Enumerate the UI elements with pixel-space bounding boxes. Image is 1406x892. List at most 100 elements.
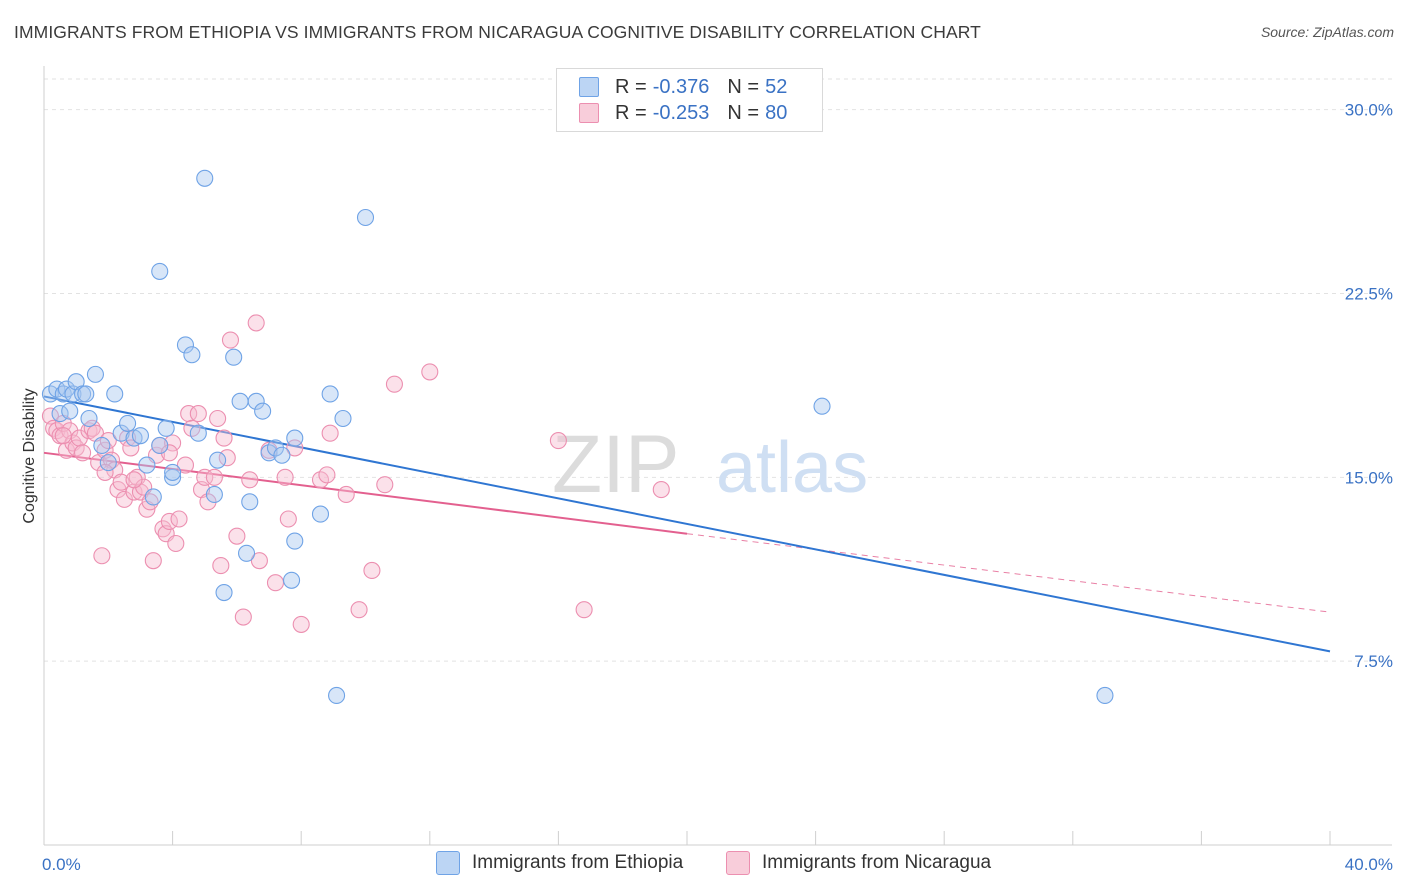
point-ethiopia (225, 348, 243, 366)
point-ethiopia (80, 409, 98, 428)
point-ethiopia (164, 468, 182, 486)
point-ethiopia (151, 436, 169, 455)
point-nicaragua (167, 534, 185, 553)
nicaragua-legend-swatch (726, 851, 750, 875)
trend-line-ethiopia (43, 395, 1331, 653)
watermark: ZIP atlas (552, 419, 868, 510)
point-nicaragua (205, 468, 223, 486)
trend-line-nicaragua (43, 451, 688, 535)
point-ethiopia (196, 169, 214, 187)
y-tick-label: 7.5% (1354, 652, 1393, 671)
point-nicaragua (218, 449, 236, 467)
source-label: Source: ZipAtlas.com (1260, 24, 1394, 40)
point-ethiopia (813, 397, 831, 415)
point-ethiopia (356, 208, 375, 227)
point-nicaragua (170, 510, 188, 528)
point-ethiopia (86, 365, 104, 383)
points-layer (41, 169, 1114, 705)
ethiopia-swatch (579, 77, 599, 97)
point-ethiopia (1096, 686, 1114, 705)
point-nicaragua (279, 510, 297, 528)
point-ethiopia (205, 485, 223, 504)
stats-legend: R = -0.376 N = 52 R = -0.253 N = 80 (556, 68, 823, 132)
watermark-zip: ZIP (552, 419, 680, 510)
watermark-atlas: atlas (716, 428, 868, 508)
legend-label-ethiopia: Immigrants from Ethiopia (472, 852, 684, 873)
stats-row-ethiopia: R = -0.376 N = 52 (579, 75, 787, 99)
axis-layer: 7.5% 15.0% 22.5% 30.0% 0.0% 40.0% (42, 66, 1393, 874)
point-ethiopia (131, 427, 149, 445)
point-nicaragua (286, 439, 304, 457)
point-nicaragua (125, 483, 143, 501)
point-nicaragua (241, 471, 259, 489)
point-ethiopia (151, 262, 169, 280)
grid-layer (44, 78, 1392, 662)
chart-title: IMMIGRANTS FROM ETHIOPIA VS IMMIGRANTS F… (14, 22, 981, 42)
point-nicaragua (180, 405, 198, 423)
point-nicaragua (266, 574, 285, 592)
x-tick-label: 40.0% (1345, 855, 1393, 874)
point-ethiopia (138, 456, 156, 474)
point-nicaragua (209, 409, 227, 428)
point-ethiopia (321, 385, 339, 403)
point-ethiopia (283, 571, 301, 589)
point-nicaragua (74, 444, 92, 462)
point-ethiopia (237, 544, 256, 562)
point-ethiopia (176, 336, 195, 354)
point-nicaragua (421, 363, 439, 381)
point-ethiopia (99, 454, 117, 472)
point-nicaragua (176, 456, 195, 474)
n-value: 52 (765, 75, 788, 98)
point-nicaragua (350, 601, 368, 619)
n-label: N = (727, 101, 760, 124)
ethiopia-legend-swatch (436, 851, 460, 875)
point-nicaragua (276, 468, 294, 486)
point-nicaragua (215, 429, 233, 447)
point-nicaragua (196, 468, 214, 486)
point-nicaragua (160, 512, 178, 530)
point-nicaragua (250, 552, 268, 570)
series-legend: Immigrants from Ethiopia Immigrants from… (0, 851, 1406, 877)
point-ethiopia (54, 385, 72, 403)
point-nicaragua (228, 527, 246, 545)
point-ethiopia (215, 583, 233, 602)
point-nicaragua (652, 481, 670, 499)
r-value: -0.253 (652, 101, 710, 124)
point-ethiopia (51, 405, 69, 423)
point-ethiopia (328, 686, 346, 705)
point-nicaragua (292, 615, 310, 633)
point-nicaragua (144, 552, 162, 570)
r-label: R = (615, 75, 647, 98)
point-ethiopia (106, 385, 124, 403)
y-tick-label: 30.0% (1345, 101, 1393, 120)
stats-row-nicaragua: R = -0.253 N = 80 (579, 101, 787, 125)
y-tick-label: 22.5% (1345, 284, 1393, 303)
point-nicaragua (112, 473, 130, 491)
trend-line-nicaragua-extension (686, 533, 1331, 613)
point-nicaragua (141, 493, 159, 511)
point-ethiopia (247, 392, 265, 410)
point-ethiopia (273, 446, 291, 464)
point-nicaragua (221, 331, 240, 349)
point-nicaragua (96, 463, 114, 481)
point-ethiopia (61, 402, 79, 420)
point-nicaragua (321, 424, 339, 442)
point-ethiopia (164, 463, 182, 481)
legend-item-ethiopia[interactable]: Immigrants from Ethiopia (436, 851, 683, 875)
point-ethiopia (119, 414, 137, 432)
point-nicaragua (83, 419, 101, 437)
point-ethiopia (77, 385, 95, 403)
point-ethiopia (311, 505, 330, 523)
y-tick-label: 15.0% (1345, 468, 1393, 487)
point-nicaragua (93, 547, 111, 565)
point-ethiopia (286, 532, 304, 550)
legend-item-nicaragua[interactable]: Immigrants from Nicaragua (726, 851, 991, 875)
point-nicaragua (549, 432, 567, 450)
point-nicaragua (122, 439, 140, 457)
nicaragua-swatch (579, 103, 599, 123)
point-nicaragua (54, 427, 72, 445)
point-nicaragua (385, 375, 403, 393)
point-ethiopia (241, 493, 259, 511)
point-nicaragua (234, 608, 252, 626)
